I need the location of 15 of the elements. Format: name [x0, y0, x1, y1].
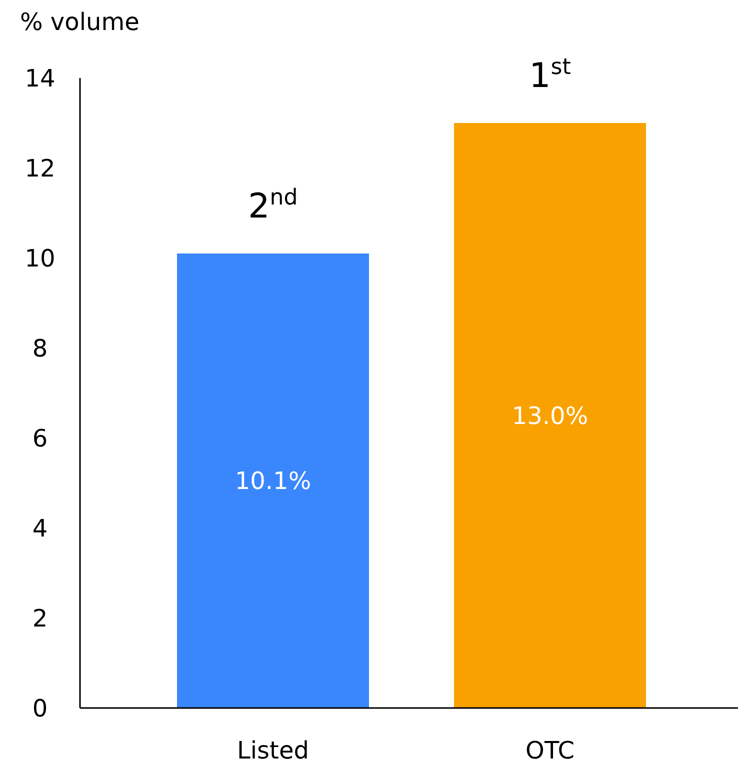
y-tick-label: 6 [32, 424, 48, 452]
x-tick-label: OTC [526, 736, 574, 764]
y-tick-label: 14 [24, 64, 56, 92]
y-tick-label: 8 [32, 334, 48, 362]
data-label: 13.0% [512, 402, 588, 430]
y-tick-label: 12 [24, 154, 56, 182]
y-tick-label: 2 [32, 604, 48, 632]
annotation: 2$^{nd}$ [248, 184, 298, 226]
annotation: 1$^{st}$ [529, 54, 572, 96]
y-tick-label: 10 [24, 244, 56, 272]
y-tick-label: 0 [32, 694, 48, 722]
x-tick-label: Listed [237, 736, 309, 764]
y-tick-label: 4 [32, 514, 48, 542]
y-axis-title: % volume [20, 8, 140, 36]
data-label: 10.1% [234, 467, 312, 496]
